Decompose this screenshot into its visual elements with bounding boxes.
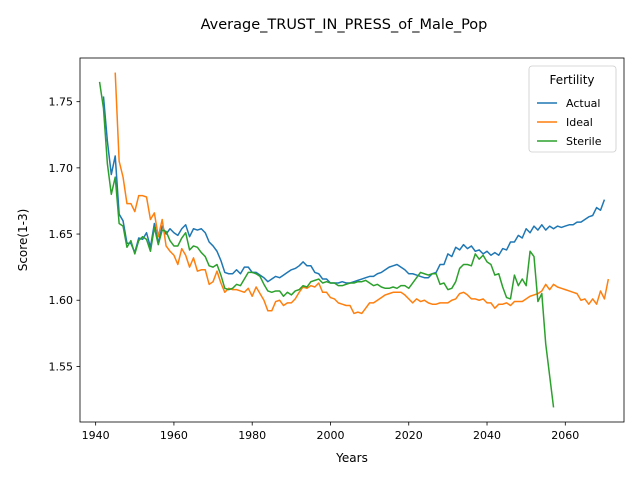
legend-label-actual: Actual bbox=[566, 97, 600, 110]
y-tick-label: 1.55 bbox=[49, 360, 74, 373]
chart-title: Average_TRUST_IN_PRESS_of_Male_Pop bbox=[201, 17, 488, 33]
x-tick-label: 2040 bbox=[473, 429, 501, 442]
legend-items: Actual Ideal Sterile bbox=[537, 97, 602, 148]
x-tick-label: 1960 bbox=[160, 429, 188, 442]
x-axis: 1940 1960 1980 2000 2020 2040 2060 bbox=[82, 422, 579, 442]
x-tick-label: 1940 bbox=[82, 429, 110, 442]
plot-area bbox=[98, 72, 610, 408]
x-axis-label: Years bbox=[335, 451, 368, 465]
y-axis: 1.55 1.60 1.65 1.70 1.75 bbox=[49, 96, 80, 373]
series-line-ideal bbox=[114, 72, 610, 315]
x-tick-label: 2020 bbox=[395, 429, 423, 442]
legend-label-ideal: Ideal bbox=[566, 116, 593, 129]
y-tick-label: 1.70 bbox=[49, 162, 74, 175]
x-tick-label: 2000 bbox=[316, 429, 344, 442]
x-tick-label: 1980 bbox=[238, 429, 266, 442]
legend-title: Fertility bbox=[549, 73, 594, 87]
legend-box bbox=[528, 65, 617, 153]
series-line-actual bbox=[102, 96, 606, 284]
y-tick-label: 1.65 bbox=[49, 228, 74, 241]
x-tick-label: 2060 bbox=[551, 429, 579, 442]
y-tick-label: 1.60 bbox=[49, 294, 74, 307]
y-tick-label: 1.75 bbox=[49, 96, 74, 109]
legend: Fertility Actual Ideal Sterile bbox=[528, 65, 617, 153]
legend-label-sterile: Sterile bbox=[566, 135, 602, 148]
y-axis-label: Score(1-3) bbox=[16, 209, 30, 272]
series-line-sterile bbox=[98, 81, 555, 408]
axes-frame bbox=[79, 57, 625, 423]
